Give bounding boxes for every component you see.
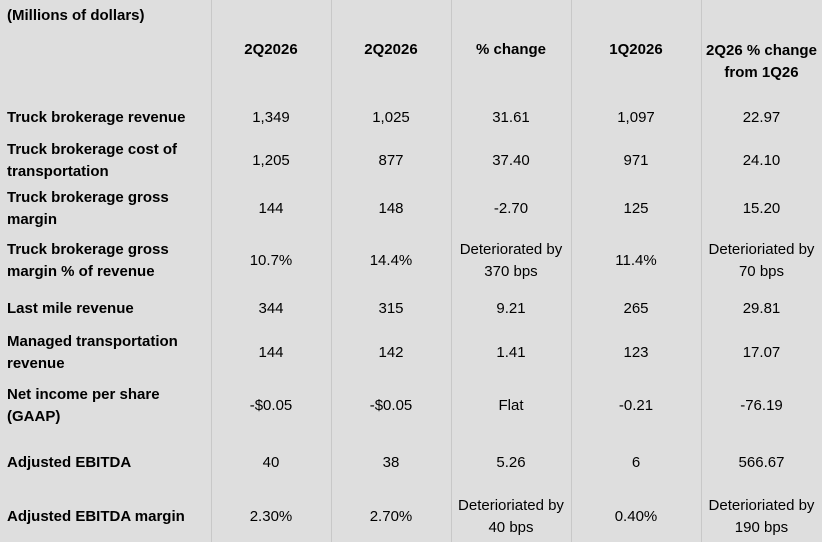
column-gridline [571,0,572,542]
table-row: Adjusted EBITDA 40 38 5.26 6 566.67 [0,435,822,491]
table-cell: 38 [382,454,400,471]
row-label: Truck brokerage gross margin % of revenu… [7,241,169,280]
table-row: Truck brokerage cost of transportation 1… [0,137,822,185]
table-cell: 315 [378,300,404,317]
table-cell: 1.41 [496,344,526,361]
table-cell: 2.70% [369,507,413,525]
table-cell: 1,025 [372,109,410,126]
table-cell: -0.21 [618,397,654,414]
table-cell: 22.97 [742,109,781,126]
table-cell: 142 [378,344,404,361]
column-header: % change [475,40,547,58]
table-cell: 6 [631,454,641,471]
row-label: Adjusted EBITDA [7,454,132,471]
table-cell: 9.21 [496,300,526,317]
column-gridline [211,0,212,542]
table-cell: 29.81 [742,300,781,317]
table-cell: 0.40% [614,507,658,525]
table-cell: Deterioriated by 190 bps [708,496,815,536]
table-cell: 1,205 [252,152,290,169]
table-cell: 566.67 [738,454,785,471]
table-row: Truck brokerage gross margin % of revenu… [0,233,822,289]
table-cell: 10.7% [249,252,293,269]
table-cell: 17.07 [742,344,781,361]
table-cell: Deteriorated by 370 bps [459,241,563,280]
column-header: 2Q2026 [244,40,298,58]
table-cell: Deterioriated by 70 bps [708,241,815,280]
table-cell: 37.40 [492,152,530,169]
header-spacer [0,0,211,99]
table-cell: 5.26 [496,454,526,471]
table-cell: -$0.05 [369,397,413,414]
table-cell: -$0.05 [249,397,293,414]
table-cell: 24.10 [742,152,781,169]
row-label: Last mile revenue [7,300,134,317]
table-cell: 123 [623,344,649,361]
units-label: (Millions of dollars) [7,7,145,24]
table-cell: 14.4% [369,252,413,269]
table-cell: 148 [378,200,404,217]
table-row: Adjusted EBITDA margin 2.30% 2.70% Deter… [0,491,822,542]
table-cell: 144 [258,200,284,217]
table-cell: -2.70 [493,200,529,217]
table-cell: 15.20 [742,200,781,217]
column-header: 1Q2026 [609,40,663,58]
row-label: Adjusted EBITDA margin [7,507,185,525]
table-cell: 125 [623,200,649,217]
table-cell: 40 [262,454,280,471]
column-gridline [451,0,452,542]
column-gridline [331,0,332,542]
table-cell: 344 [258,300,284,317]
row-label: Truck brokerage cost of transportation [7,141,178,180]
table-cell: -76.19 [740,397,783,414]
row-label: Truck brokerage gross margin [7,189,169,228]
table-cell: 2.30% [249,507,293,525]
header-row: 2Q2026 2Q2026 % change 1Q2026 2Q26 % cha… [0,0,822,99]
table-cell: 877 [378,152,404,169]
column-gridline [701,0,702,542]
table-cell: 144 [258,344,284,361]
table-cell: Flat [498,397,524,414]
row-label: Net income per share (GAAP) [7,386,160,425]
table-row: Truck brokerage revenue 1,349 1,025 31.6… [0,99,822,137]
table-cell: 1,349 [252,109,290,126]
column-header: 2Q26 % change from 1Q26 [706,41,817,81]
table-cell: 1,097 [617,109,655,126]
table-row: Managed transportation revenue 144 142 1… [0,329,822,377]
table-row: Last mile revenue 344 315 9.21 265 29.81 [0,289,822,329]
column-header: 2Q2026 [364,40,418,58]
table-cell: 31.61 [492,109,530,126]
table-row: Net income per share (GAAP) -$0.05 -$0.0… [0,377,822,435]
row-label: Truck brokerage revenue [7,109,186,126]
table-cell: 971 [623,152,649,169]
table-cell: 11.4% [615,252,657,269]
table-cell: Deterioriated by 40 bps [458,496,564,536]
table-row: Truck brokerage gross margin 144 148 -2.… [0,185,822,233]
table-cell: 265 [623,300,649,317]
row-label: Managed transportation revenue [7,333,178,372]
